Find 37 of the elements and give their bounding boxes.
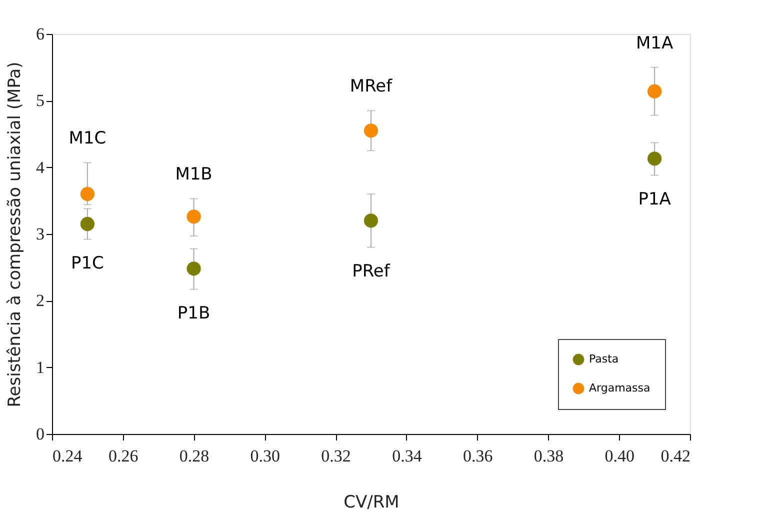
annotation: M1B [175, 164, 212, 185]
x-tick-label: 0.32 [321, 446, 351, 466]
x-tick-label: 0.34 [392, 446, 422, 466]
point [647, 84, 662, 98]
point [647, 152, 662, 166]
annotation: M1A [636, 33, 674, 54]
y-tick-label: 2 [36, 291, 44, 310]
annotation: MRef [350, 76, 394, 97]
annotation: M1C [68, 128, 106, 149]
point [186, 210, 201, 224]
y-axis-title: Resistência à compressão uniaxial (MPa) [5, 62, 25, 408]
legend-label: Pasta [589, 352, 619, 366]
x-tick-label: 0.26 [108, 446, 138, 466]
y-tick-label: 3 [36, 224, 44, 244]
x-tick-label: 0.38 [534, 446, 564, 466]
x-tick-label: 0.36 [462, 446, 493, 466]
point [364, 214, 378, 228]
point [186, 262, 201, 276]
point [364, 124, 378, 138]
annotation: P1A [638, 189, 672, 210]
annotation: P1C [70, 253, 104, 274]
annotation: PRef [352, 261, 391, 282]
y-tick-label: 4 [36, 158, 45, 177]
point [80, 186, 95, 202]
point [80, 216, 95, 232]
x-axis-title: CV/RM [344, 492, 400, 512]
annotation: P1B [177, 303, 210, 324]
x-tick-label: 0.24 [52, 446, 83, 466]
x-tick-label: 0.42 [660, 446, 690, 466]
y-tick-label: 1 [36, 358, 44, 377]
legend-label: Argamassa [589, 382, 650, 394]
y-tick-label: 5 [36, 91, 44, 110]
x-tick-label: 0.28 [179, 446, 210, 466]
x-tick-label: 0.30 [250, 446, 280, 466]
y-tick-label: 0 [36, 424, 44, 444]
x-tick-label: 0.40 [604, 446, 634, 466]
y-tick-label: 6 [36, 24, 44, 44]
